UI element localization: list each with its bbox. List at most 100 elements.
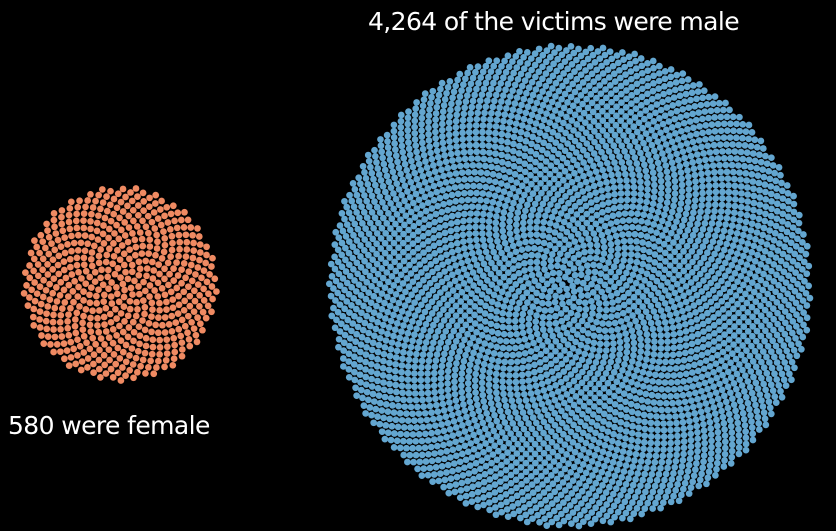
male-victim-dot [360, 402, 368, 409]
male-victim-dot [521, 191, 528, 199]
male-victim-dot [803, 302, 811, 309]
male-victim-dot [766, 311, 773, 318]
male-victim-dot [637, 55, 645, 62]
male-victim-dot [504, 269, 512, 276]
male-victim-dot [698, 202, 705, 209]
male-victim-dot [548, 251, 556, 258]
male-victim-dot [761, 247, 769, 255]
male-victim-dot [687, 436, 695, 444]
male-victim-dot [695, 109, 703, 116]
female-victim-dot [145, 229, 152, 237]
male-victim-dot [757, 332, 765, 340]
male-victim-dot [346, 335, 354, 342]
male-victim-dot [740, 415, 748, 423]
male-victim-dot [734, 278, 741, 286]
male-victim-dot [568, 387, 576, 395]
male-victim-dot [587, 199, 595, 206]
male-victim-dot [463, 92, 471, 99]
male-victim-dot [487, 362, 494, 370]
male-victim-dot [399, 280, 407, 287]
male-victim-dot [665, 118, 673, 125]
male-victim-dot [341, 197, 348, 205]
male-victim-dot [662, 162, 670, 169]
male-victim-dot [487, 468, 494, 475]
male-victim-dot [498, 130, 506, 138]
male-victim-dot [527, 445, 534, 453]
male-victim-dot [567, 207, 575, 215]
male-victim-dot [403, 431, 411, 438]
male-victim-dot [680, 292, 687, 300]
male-victim-dot [368, 346, 376, 354]
male-victim-dot [459, 394, 466, 402]
male-victim-dot [694, 435, 702, 443]
male-victim-dot [599, 208, 606, 216]
male-victim-dot [577, 436, 585, 443]
male-victim-dot [622, 79, 630, 86]
male-victim-dot [713, 226, 721, 234]
male-victim-dot [718, 252, 725, 259]
male-victim-dot [513, 484, 520, 492]
male-victim-dot [500, 444, 508, 451]
male-victim-dot [411, 331, 418, 338]
male-victim-dot [475, 473, 483, 481]
male-victim-dot [533, 297, 540, 305]
male-victim-dot [431, 422, 439, 430]
male-victim-dot [649, 488, 657, 496]
male-victim-dot [755, 215, 763, 223]
male-victim-dot [400, 348, 407, 356]
male-victim-dot [788, 358, 796, 366]
male-victim-dot [400, 437, 407, 445]
female-victim-dot [121, 286, 128, 294]
male-victim-dot [436, 239, 443, 247]
male-victim-dot [377, 177, 385, 184]
male-victim-dot [790, 208, 798, 216]
male-victim-dot [441, 285, 449, 292]
male-victim-dot [763, 353, 770, 361]
male-victim-dot [461, 104, 469, 112]
male-victim-dot [752, 401, 759, 409]
male-victim-dot [558, 294, 566, 301]
male-victim-dot [561, 465, 569, 473]
male-victim-dot [370, 175, 377, 183]
male-victim-dot [499, 215, 507, 222]
male-victim-dot [642, 107, 650, 114]
male-victim-dot [700, 254, 708, 262]
male-victim-dot [756, 151, 763, 159]
male-victim-dot [359, 394, 366, 402]
male-victim-dot [399, 239, 407, 247]
male-victim-dot [698, 387, 705, 395]
male-victim-dot [693, 316, 701, 323]
female-victim-dot [80, 332, 88, 340]
male-victim-dot [626, 321, 634, 329]
male-victim-dot [418, 269, 425, 276]
male-victim-dot [565, 173, 573, 180]
male-victim-dot [533, 231, 541, 238]
male-victim-dot [624, 189, 631, 197]
female-victim-dot [115, 298, 123, 306]
male-victim-dot [602, 264, 609, 272]
male-victim-dot [402, 288, 409, 296]
male-victim-dot [361, 192, 368, 199]
male-victim-dot [479, 391, 487, 399]
male-victim-dot [425, 245, 432, 253]
male-victim-dot [728, 441, 736, 449]
male-victim-dot [619, 514, 626, 522]
female-victim-dot [128, 268, 136, 276]
male-victim-dot [514, 499, 522, 507]
male-victim-dot [532, 382, 540, 390]
female-victim-dot [104, 273, 112, 281]
male-victim-dot [752, 337, 760, 345]
male-victim-dot [661, 75, 669, 83]
male-victim-dot [574, 322, 582, 330]
male-victim-dot [689, 478, 697, 486]
male-victim-dot [687, 430, 695, 438]
male-victim-dot [803, 242, 811, 250]
female-victim-dot [30, 322, 38, 329]
male-victim-dot [348, 283, 356, 291]
male-victim-dot [577, 92, 585, 99]
male-victim-dot [709, 100, 717, 107]
male-victim-dot [707, 107, 715, 115]
male-victim-dot [651, 243, 658, 250]
male-victim-dot [508, 285, 516, 293]
male-victim-dot [521, 304, 528, 312]
